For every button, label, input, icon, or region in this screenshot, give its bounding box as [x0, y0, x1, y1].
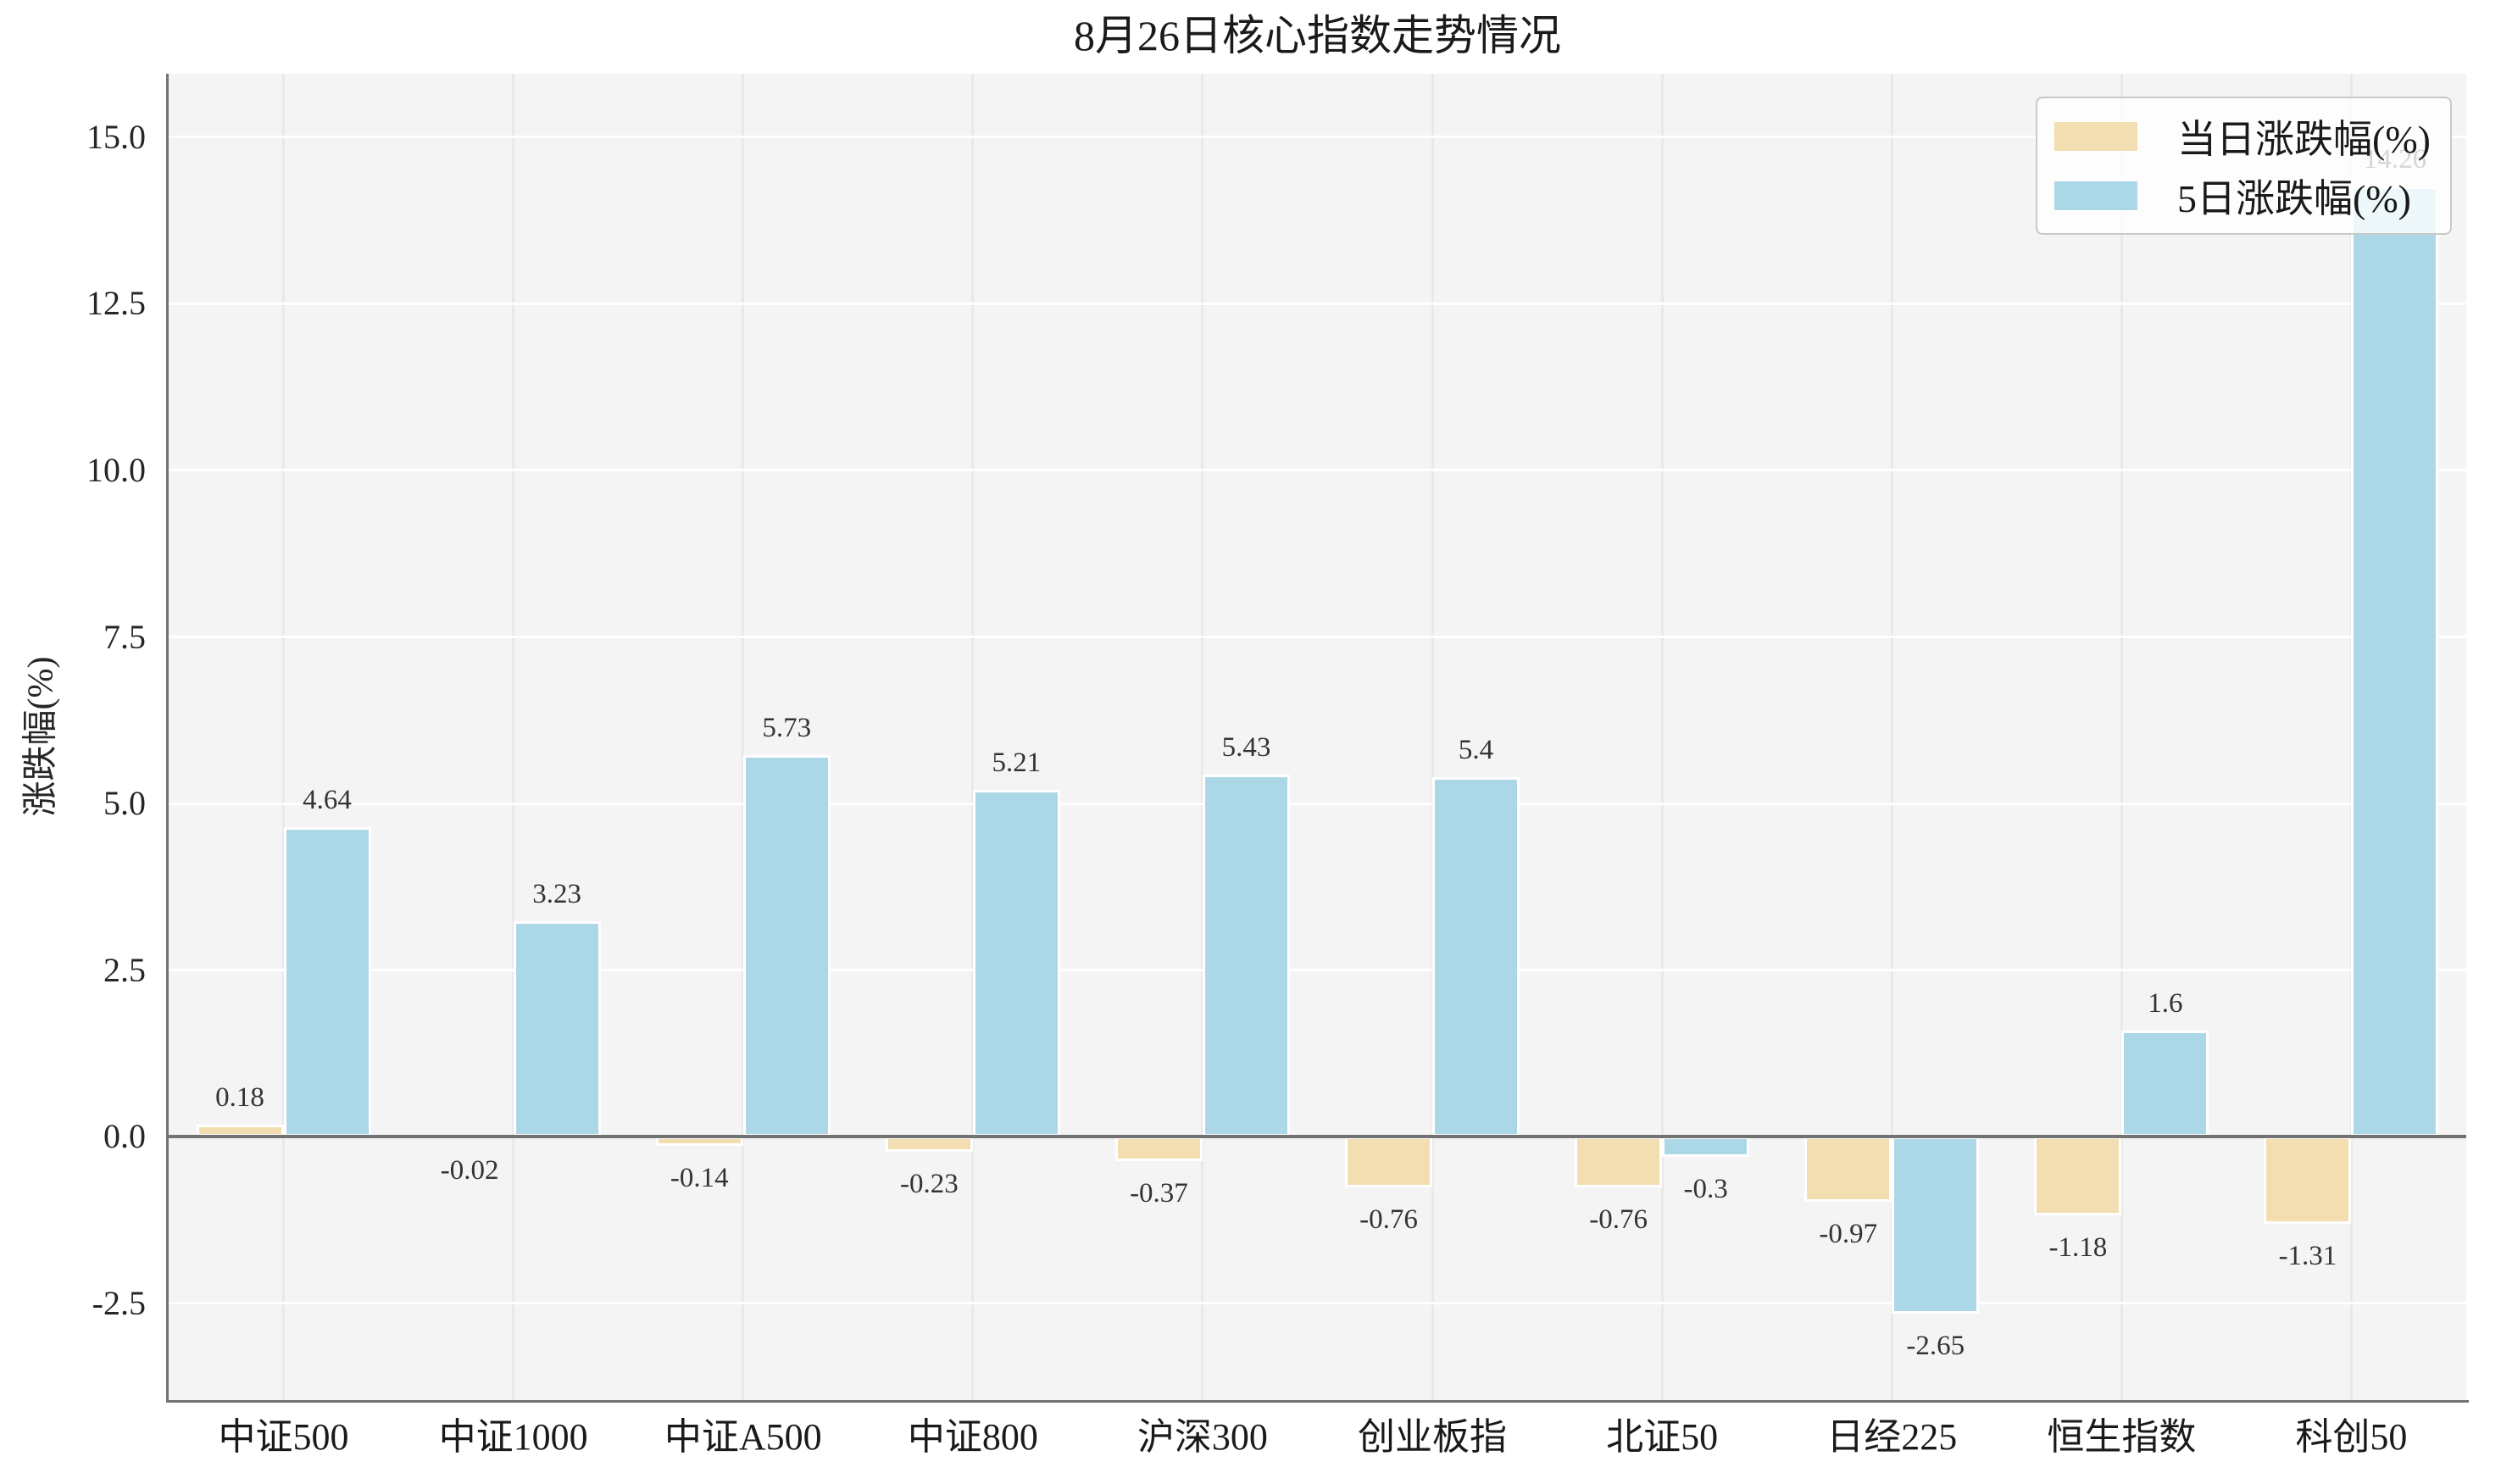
legend-item-5day: 5日涨跌幅(%)	[2054, 170, 2433, 222]
axis-spine-bottom	[166, 1400, 2469, 1403]
x-tick-label: 沪深300	[1137, 1416, 1268, 1458]
bar-value-label: -0.14	[670, 1163, 729, 1194]
bar-daily	[2034, 1137, 2122, 1216]
x-tick-label: 创业板指	[1358, 1416, 1508, 1458]
h-gridline	[169, 302, 2466, 305]
plot-area: 0.18 -0.02 -0.14 -0.23 -0.37 -0.76 -0.76 -0.97 -…	[169, 74, 2466, 1400]
axis-spine-left	[166, 74, 169, 1403]
bar-5day	[972, 789, 1060, 1137]
bar-5day	[2121, 1030, 2209, 1137]
bar-daily	[2264, 1137, 2352, 1225]
v-gridline	[971, 74, 975, 1400]
chart-title: 8月26日核心指数走势情况	[1074, 12, 1561, 59]
bar-value-label: 5.43	[1221, 732, 1271, 764]
legend-swatch-daily	[2054, 121, 2137, 151]
legend: 当日涨跌幅(%) 5日涨跌幅(%)	[2036, 97, 2452, 235]
v-gridline	[282, 74, 286, 1400]
h-gridline	[169, 636, 2466, 639]
bar-value-label: -0.37	[1130, 1178, 1188, 1209]
x-tick-label: 科创50	[2295, 1416, 2408, 1458]
h-gridline	[169, 1302, 2466, 1305]
h-gridline	[169, 469, 2466, 472]
x-tick-label: 日经225	[1826, 1416, 1958, 1458]
bar-daily	[1804, 1137, 1892, 1202]
bar-value-label: 5.4	[1458, 734, 1494, 765]
bar-5day	[283, 827, 371, 1137]
legend-swatch-5day	[2054, 181, 2137, 210]
bar-5day	[1432, 776, 1520, 1137]
bar-5day	[1662, 1137, 1750, 1157]
v-gridline	[1431, 74, 1434, 1400]
h-gridline	[169, 136, 2466, 139]
bar-value-label: -2.65	[1906, 1330, 1965, 1361]
v-gridline	[512, 74, 515, 1400]
bar-5day	[2351, 186, 2439, 1137]
y-tick-label: 0.0	[103, 1117, 146, 1156]
bar-value-label: -1.31	[2278, 1241, 2337, 1272]
y-tick-label: 12.5	[86, 284, 146, 323]
y-tick-label: 2.5	[103, 950, 146, 989]
v-gridline	[1201, 74, 1204, 1400]
bar-value-label: -0.23	[899, 1169, 959, 1200]
v-gridline	[742, 74, 745, 1400]
bar-value-label: -0.02	[440, 1154, 499, 1186]
bar-5day	[1202, 775, 1290, 1137]
bar-5day	[513, 921, 601, 1137]
v-gridline	[1660, 74, 1664, 1400]
bar-value-label: -1.18	[2048, 1232, 2108, 1264]
y-tick-label: 15.0	[86, 117, 146, 156]
bar-value-label: -0.76	[1359, 1204, 1418, 1236]
x-tick-label: 中证A500	[664, 1416, 822, 1458]
x-tick-label: 北证50	[1606, 1416, 1719, 1458]
legend-label-5day: 5日涨跌幅(%)	[2177, 176, 2411, 220]
y-tick-label: 10.0	[86, 450, 146, 489]
x-tick-label: 中证1000	[438, 1416, 588, 1458]
legend-item-daily: 当日涨跌幅(%)	[2054, 110, 2433, 163]
bar-value-label: 0.18	[215, 1082, 264, 1114]
zero-line	[169, 1135, 2466, 1139]
bar-value-label: -0.76	[1589, 1204, 1648, 1236]
legend-label-daily: 当日涨跌幅(%)	[2177, 117, 2431, 161]
h-gridline	[169, 802, 2466, 805]
bar-daily	[1575, 1137, 1663, 1188]
y-tick-label: -2.5	[92, 1283, 146, 1322]
bar-5day	[1892, 1137, 1980, 1314]
bar-5day	[742, 754, 831, 1137]
x-tick-label: 中证500	[218, 1416, 349, 1458]
v-gridline	[1890, 74, 1893, 1400]
x-tick-label: 恒生指数	[2047, 1416, 2197, 1458]
bar-daily	[1114, 1137, 1203, 1162]
bar-value-label: -0.97	[1819, 1218, 1878, 1249]
bar-value-label: 1.6	[2148, 987, 2183, 1019]
bar-value-label: 5.73	[762, 712, 812, 743]
bar-daily	[1345, 1137, 1433, 1188]
bar-value-label: 4.64	[303, 785, 352, 816]
h-gridline	[169, 969, 2466, 972]
bar-value-label: -0.3	[1683, 1173, 1728, 1204]
bar-daily	[885, 1137, 973, 1153]
y-tick-label: 7.5	[103, 617, 146, 656]
y-tick-label: 5.0	[103, 784, 146, 823]
bar-value-label: 5.21	[992, 747, 1042, 778]
bar-value-label: 3.23	[532, 879, 582, 910]
v-gridline	[2120, 74, 2123, 1400]
x-tick-label: 中证800	[907, 1416, 1038, 1458]
